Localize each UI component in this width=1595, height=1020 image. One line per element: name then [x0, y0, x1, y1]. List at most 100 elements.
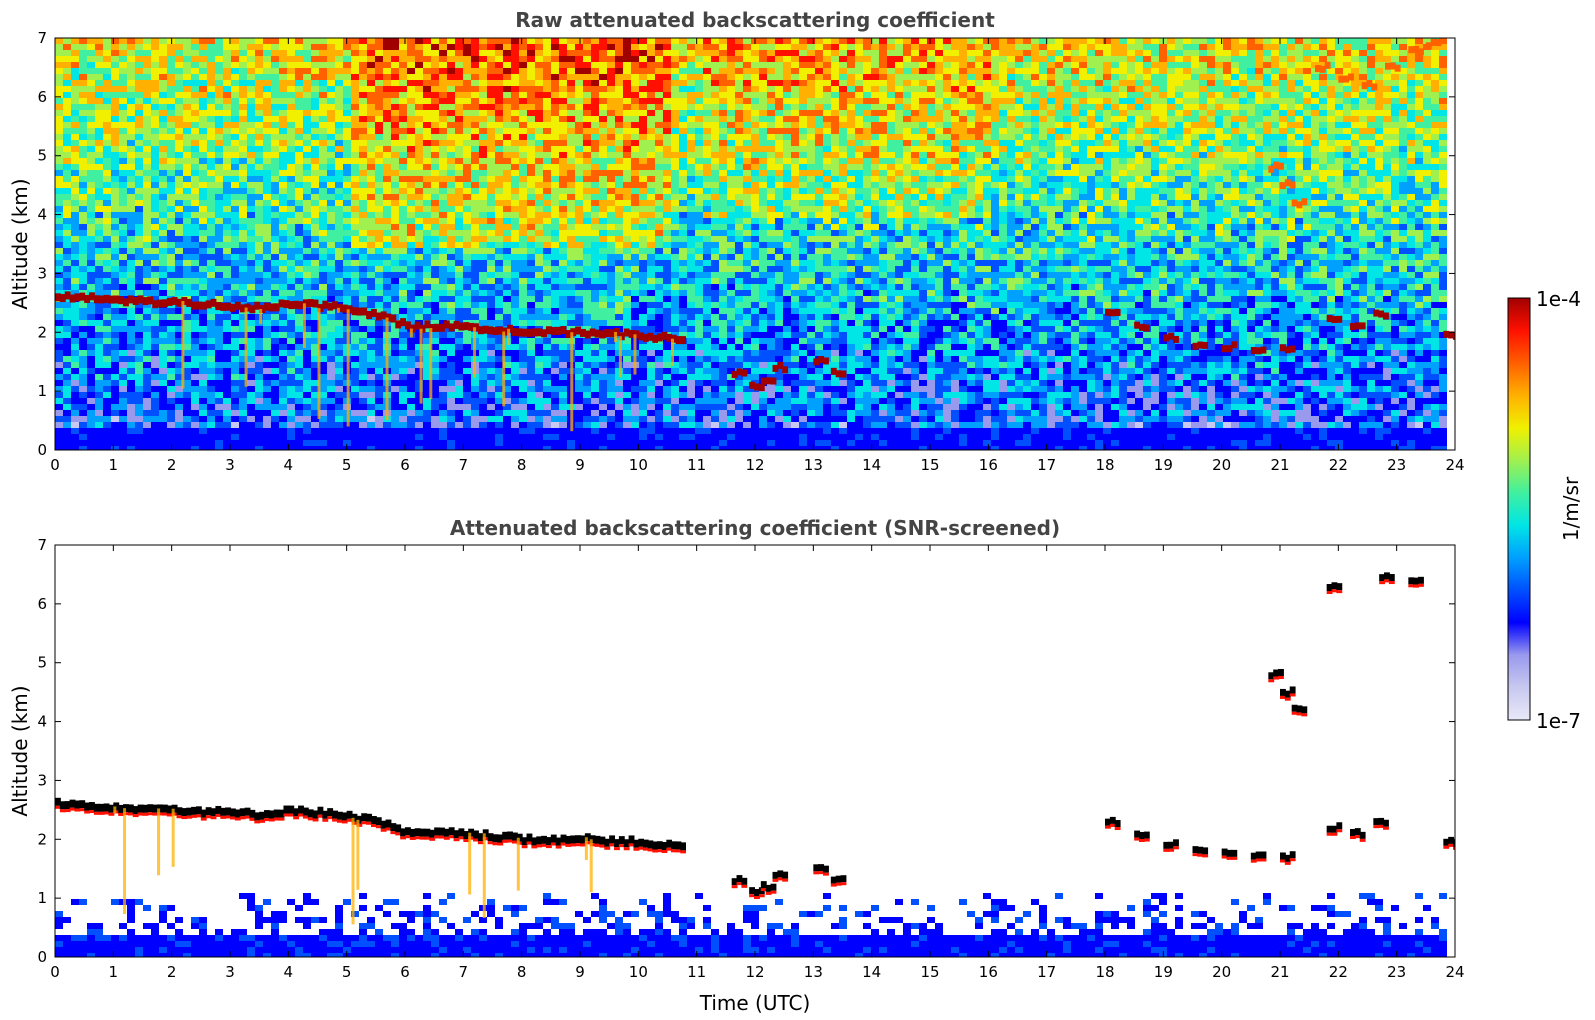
backscatter-cell: [687, 74, 695, 80]
backscatter-cell: [647, 80, 655, 86]
backscatter-cell: [1135, 44, 1143, 50]
backscatter-cell: [1199, 170, 1207, 176]
backscatter-cell: [1015, 98, 1023, 104]
backscatter-cell: [207, 68, 215, 74]
backscatter-cell: [471, 98, 479, 104]
backscatter-cell: [975, 176, 983, 182]
backscatter-cell: [503, 92, 511, 98]
backscatter-cell: [631, 44, 639, 50]
backscatter-cell: [1415, 146, 1423, 152]
backscatter-cell: [983, 38, 991, 44]
backscatter-cell: [1351, 194, 1359, 200]
backscatter-cell: [1311, 194, 1319, 200]
backscatter-cell: [1287, 92, 1295, 98]
backscatter-cell: [1255, 92, 1263, 98]
backscatter-cell: [79, 194, 87, 200]
backscatter-cell: [1047, 122, 1055, 128]
backscatter-cell: [167, 110, 175, 116]
backscatter-cell: [527, 164, 535, 170]
backscatter-cell: [103, 140, 111, 146]
backscatter-cell: [87, 110, 95, 116]
backscatter-cell: [751, 122, 759, 128]
backscatter-cell: [903, 140, 911, 146]
backscatter-cell: [151, 140, 159, 146]
backscatter-cell: [983, 104, 991, 110]
backscatter-cell: [1311, 200, 1319, 206]
backscatter-cell: [935, 170, 943, 176]
backscatter-cell: [991, 92, 999, 98]
backscatter-cell: [943, 128, 951, 134]
backscatter-cell: [1351, 92, 1359, 98]
backscatter-cell: [111, 68, 119, 74]
backscatter-cell: [543, 62, 551, 68]
backscatter-cell: [1175, 86, 1183, 92]
backscatter-cell: [719, 164, 727, 170]
backscatter-cell: [919, 182, 927, 188]
backscatter-cell: [239, 44, 247, 50]
backscatter-cell: [263, 200, 271, 206]
backscatter-cell: [951, 98, 959, 104]
backscatter-cell: [463, 128, 471, 134]
backscatter-cell: [343, 80, 351, 86]
backscatter-cell: [999, 116, 1007, 122]
backscatter-cell: [607, 44, 615, 50]
backscatter-cell: [591, 134, 599, 140]
backscatter-cell: [311, 200, 319, 206]
backscatter-cell: [575, 86, 583, 92]
backscatter-cell: [1399, 92, 1407, 98]
backscatter-cell: [1399, 152, 1407, 158]
backscatter-cell: [615, 104, 623, 110]
backscatter-cell: [1295, 122, 1303, 128]
backscatter-cell: [751, 128, 759, 134]
backscatter-cell: [1207, 146, 1215, 152]
backscatter-cell: [687, 206, 695, 212]
backscatter-cell: [1135, 74, 1143, 80]
backscatter-cell: [783, 146, 791, 152]
backscatter-cell: [799, 122, 807, 128]
backscatter-cell: [575, 200, 583, 206]
backscatter-cell: [895, 122, 903, 128]
backscatter-cell: [255, 56, 263, 62]
backscatter-cell: [895, 92, 903, 98]
backscatter-cell: [1007, 80, 1015, 86]
backscatter-cell: [511, 182, 519, 188]
backscatter-cell: [767, 86, 775, 92]
backscatter-cell: [455, 152, 463, 158]
backscatter-cell: [903, 182, 911, 188]
backscatter-cell: [983, 134, 991, 140]
backscatter-cell: [759, 92, 767, 98]
backscatter-cell: [159, 182, 167, 188]
backscatter-cell: [1079, 194, 1087, 200]
backscatter-cell: [999, 62, 1007, 68]
backscatter-cell: [1295, 170, 1303, 176]
backscatter-cell: [711, 164, 719, 170]
backscatter-cell: [343, 86, 351, 92]
backscatter-cell: [103, 122, 111, 128]
backscatter-cell: [1199, 56, 1207, 62]
backscatter-cell: [1271, 86, 1279, 92]
backscatter-cell: [359, 140, 367, 146]
backscatter-cell: [943, 146, 951, 152]
backscatter-cell: [1079, 188, 1087, 194]
backscatter-cell: [1015, 110, 1023, 116]
backscatter-cell: [343, 62, 351, 68]
backscatter-cell: [583, 176, 591, 182]
backscatter-cell: [679, 194, 687, 200]
backscatter-cell: [303, 68, 311, 74]
backscatter-cell: [399, 182, 407, 188]
backscatter-cell: [1183, 176, 1191, 182]
backscatter-cell: [1007, 176, 1015, 182]
backscatter-cell: [351, 140, 359, 146]
backscatter-cell: [303, 182, 311, 188]
backscatter-cell: [1207, 110, 1215, 116]
backscatter-cell: [471, 152, 479, 158]
backscatter-cell: [1127, 128, 1135, 134]
backscatter-cell: [839, 68, 847, 74]
backscatter-cell: [1367, 176, 1375, 182]
backscatter-cell: [727, 170, 735, 176]
backscatter-cell: [1263, 134, 1271, 140]
backscatter-cell: [63, 194, 71, 200]
backscatter-cell: [103, 188, 111, 194]
backscatter-cell: [1151, 140, 1159, 146]
backscatter-cell: [471, 74, 479, 80]
